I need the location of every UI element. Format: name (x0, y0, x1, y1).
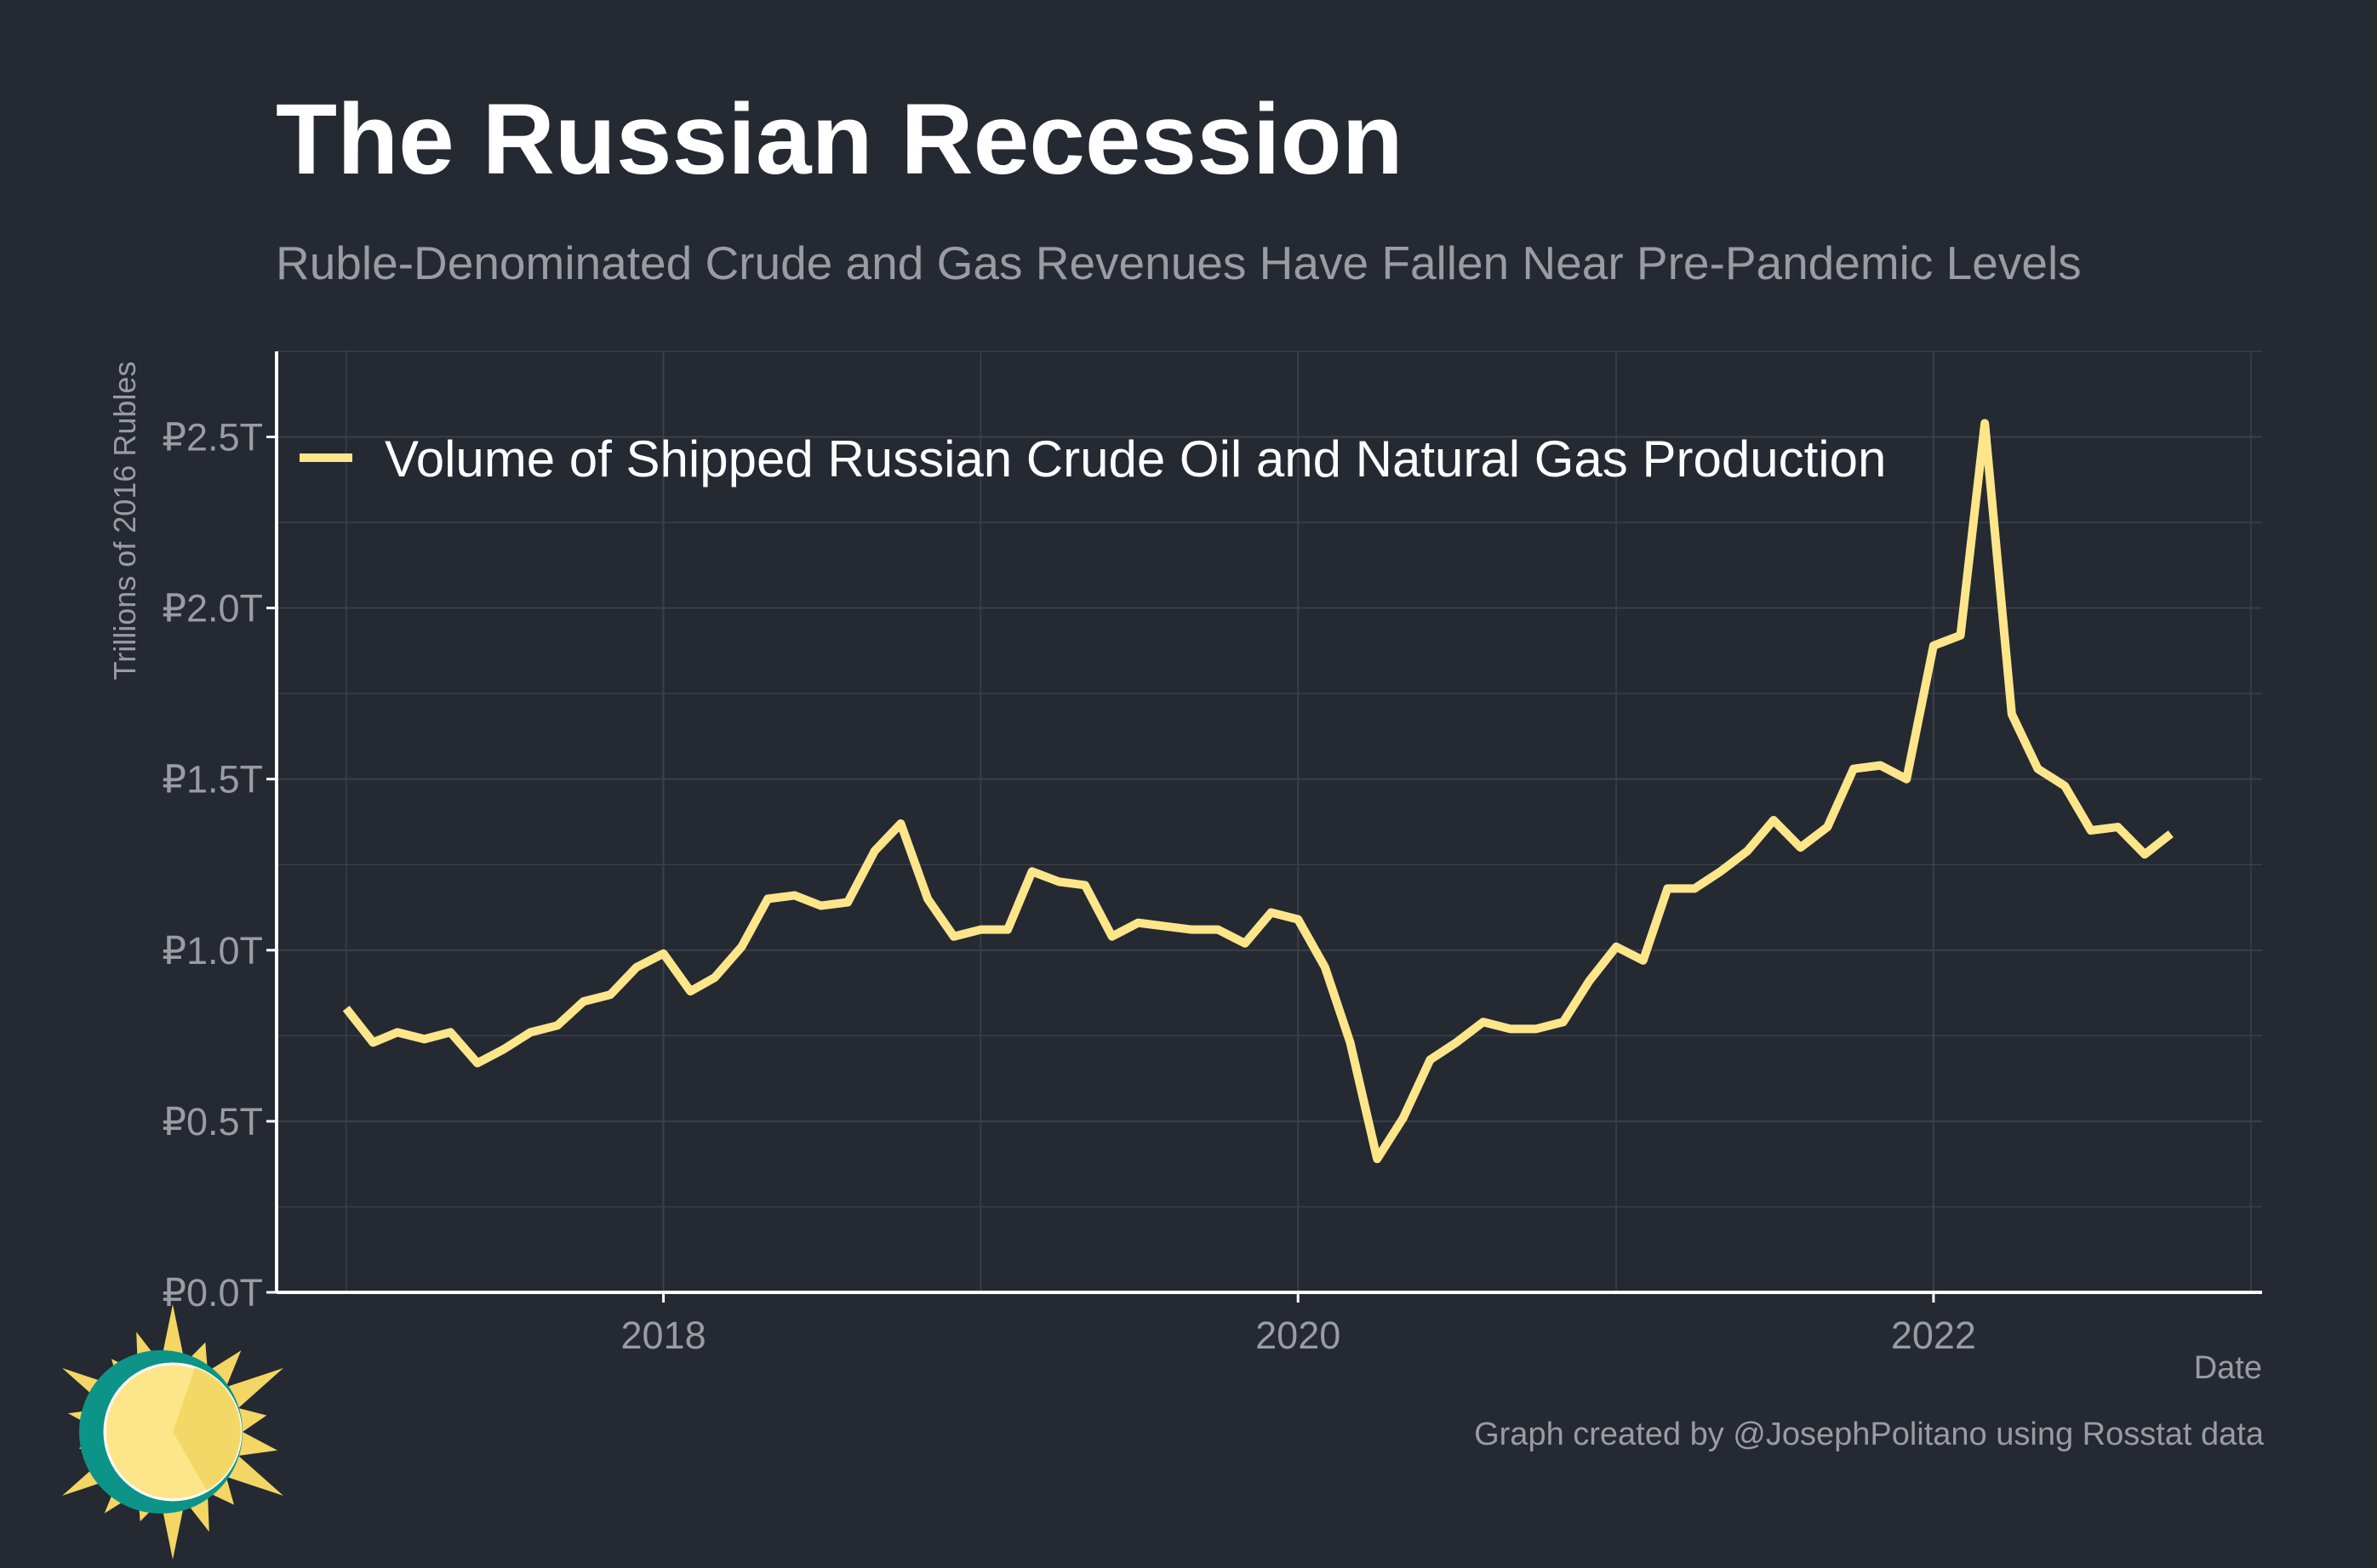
chart-subtitle: Ruble-Denominated Crude and Gas Revenues… (276, 237, 2082, 289)
y-axis-label: Trillions of 2016 Rubles (107, 362, 142, 681)
y-tick-label: ₽1.0T (162, 929, 263, 972)
chart-title: The Russian Recession (276, 83, 1403, 196)
x-axis-ticks: 2018 2020 2022 (620, 1292, 1976, 1357)
chart-axes (275, 351, 2262, 1294)
sun-disc-shade (173, 1367, 242, 1491)
y-tick-label: ₽0.0T (162, 1271, 263, 1314)
x-tick-label: 2020 (1255, 1314, 1340, 1357)
chart-grid (277, 351, 2262, 1293)
sun-logo-icon (62, 1304, 283, 1559)
y-tick-label: ₽2.0T (162, 587, 263, 630)
series-group (342, 419, 2174, 1164)
y-tick-label: ₽1.5T (162, 758, 263, 801)
y-tick-label: ₽0.5T (162, 1100, 263, 1143)
x-axis-label: Date (2194, 1350, 2262, 1386)
source-caption: Graph created by @JosephPolitano using R… (1474, 1417, 2264, 1452)
series-line (342, 419, 2174, 1164)
legend-label: Volume of Shipped Russian Crude Oil and … (385, 430, 1886, 488)
legend: Volume of Shipped Russian Crude Oil and … (300, 430, 1886, 488)
x-tick-label: 2018 (620, 1314, 706, 1357)
y-axis-ticks: ₽0.0T ₽0.5T ₽1.0T ₽1.5T ₽2.0T ₽2.5T (162, 416, 277, 1314)
x-tick-label: 2022 (1891, 1314, 1976, 1357)
y-tick-label: ₽2.5T (162, 416, 263, 459)
